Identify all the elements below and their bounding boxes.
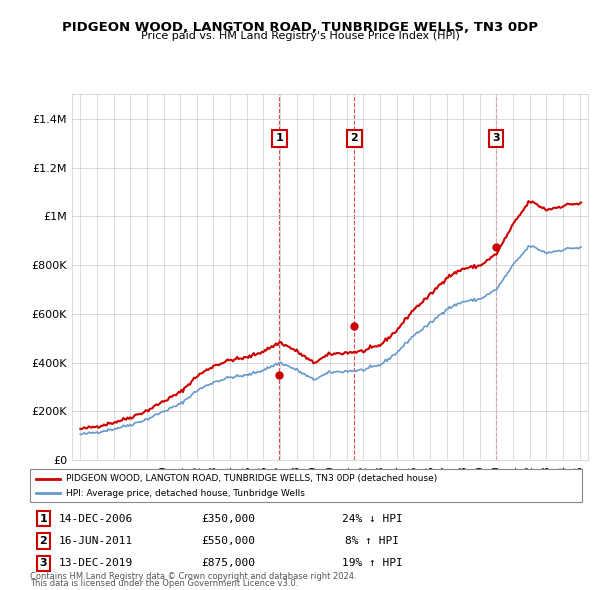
Text: 16-JUN-2011: 16-JUN-2011 [59, 536, 133, 546]
Text: Price paid vs. HM Land Registry's House Price Index (HPI): Price paid vs. HM Land Registry's House … [140, 31, 460, 41]
Text: £550,000: £550,000 [201, 536, 255, 546]
Text: 24% ↓ HPI: 24% ↓ HPI [341, 514, 403, 523]
Text: 1: 1 [275, 133, 283, 143]
Text: 3: 3 [492, 133, 500, 143]
FancyBboxPatch shape [30, 469, 582, 502]
Text: £875,000: £875,000 [201, 559, 255, 568]
Text: PIDGEON WOOD, LANGTON ROAD, TUNBRIDGE WELLS, TN3 0DP: PIDGEON WOOD, LANGTON ROAD, TUNBRIDGE WE… [62, 21, 538, 34]
Text: HPI: Average price, detached house, Tunbridge Wells: HPI: Average price, detached house, Tunb… [66, 489, 305, 498]
Text: 19% ↑ HPI: 19% ↑ HPI [341, 559, 403, 568]
Text: 8% ↑ HPI: 8% ↑ HPI [345, 536, 399, 546]
Text: 2: 2 [350, 133, 358, 143]
Text: 3: 3 [40, 559, 47, 568]
Text: 2: 2 [40, 536, 47, 546]
Text: 14-DEC-2006: 14-DEC-2006 [59, 514, 133, 523]
Text: 13-DEC-2019: 13-DEC-2019 [59, 559, 133, 568]
Text: PIDGEON WOOD, LANGTON ROAD, TUNBRIDGE WELLS, TN3 0DP (detached house): PIDGEON WOOD, LANGTON ROAD, TUNBRIDGE WE… [66, 474, 437, 483]
Text: £350,000: £350,000 [201, 514, 255, 523]
Text: Contains HM Land Registry data © Crown copyright and database right 2024.: Contains HM Land Registry data © Crown c… [30, 572, 356, 581]
Text: 1: 1 [40, 514, 47, 523]
Text: This data is licensed under the Open Government Licence v3.0.: This data is licensed under the Open Gov… [30, 579, 298, 588]
